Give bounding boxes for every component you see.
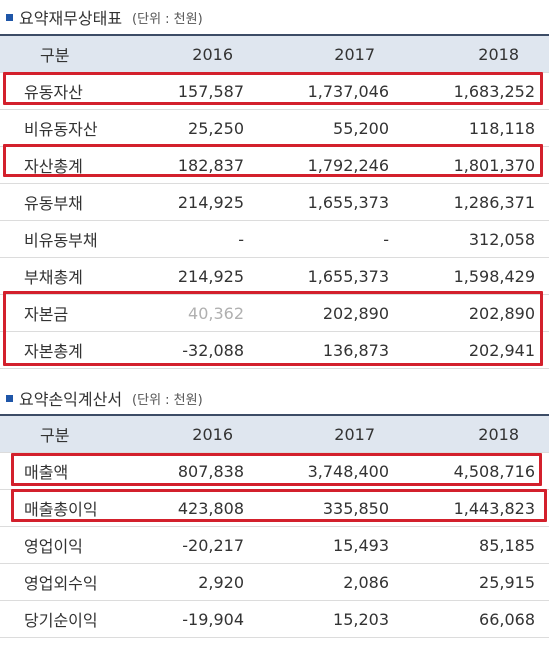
table-row: 비유동자산 25,250 55,200 118,118	[0, 110, 549, 147]
table-row: 자산총계 182,837 1,792,246 1,801,370	[0, 147, 549, 184]
value-cell: 335,850	[322, 498, 389, 518]
table-header-row: 구분 2016 2017 2018	[0, 36, 549, 73]
header-cell: 2016	[192, 424, 233, 444]
value-cell: 2,920	[198, 572, 244, 592]
value-cell: 136,873	[322, 340, 389, 360]
value-cell: 40,362	[188, 303, 244, 323]
value-cell: 1,443,823	[453, 498, 535, 518]
value-cell: 25,250	[188, 118, 244, 138]
value-cell: 1,792,246	[307, 155, 389, 175]
value-cell: 118,118	[468, 118, 535, 138]
header-cell: 2018	[478, 424, 519, 444]
balance-title: 요약재무상태표	[19, 9, 123, 28]
header-cell: 구분	[40, 46, 70, 65]
value-cell: 15,493	[333, 535, 389, 555]
table-row: 자본총계 -32,088 136,873 202,941	[0, 332, 549, 369]
value-cell: 1,801,370	[453, 155, 535, 175]
value-cell: 214,925	[177, 266, 244, 286]
income-unit: (단위 : 천원)	[132, 392, 203, 408]
value-cell: 1,286,371	[453, 192, 535, 212]
value-cell: 4,508,716	[453, 461, 535, 481]
row-label: 영업외수익	[24, 574, 98, 593]
table-row: 당기순이익 -19,904 15,203 66,068	[0, 601, 549, 638]
value-cell: 15,203	[333, 609, 389, 629]
value-cell: 25,915	[479, 572, 535, 592]
balance-table: 구분 2016 2017 2018 유동자산 157,587 1,737,046…	[0, 34, 549, 369]
row-label: 자본총계	[24, 342, 83, 361]
value-cell: -	[238, 229, 244, 249]
header-cell: 2017	[334, 44, 375, 64]
value-cell: 202,941	[468, 340, 535, 360]
row-label: 매출액	[24, 463, 69, 482]
value-cell: 85,185	[479, 535, 535, 555]
value-cell: -	[383, 229, 389, 249]
table-row: 영업외수익 2,920 2,086 25,915	[0, 564, 549, 601]
income-table: 구분 2016 2017 2018 매출액 807,838 3,748,400 …	[0, 414, 549, 638]
header-cell: 구분	[40, 426, 70, 445]
value-cell: 1,655,373	[307, 266, 389, 286]
balance-section-title: 요약재무상태표 (단위 : 천원)	[6, 5, 203, 29]
value-cell: 202,890	[322, 303, 389, 323]
income-section-title: 요약손익계산서 (단위 : 천원)	[6, 386, 203, 410]
value-cell: 182,837	[177, 155, 244, 175]
value-cell: 202,890	[468, 303, 535, 323]
value-cell: 157,587	[177, 81, 244, 101]
row-label: 자산총계	[24, 157, 83, 176]
value-cell: 1,598,429	[453, 266, 535, 286]
income-title: 요약손익계산서	[19, 390, 123, 409]
header-cell: 2017	[334, 424, 375, 444]
table-row: 비유동부채 - - 312,058	[0, 221, 549, 258]
value-cell: -19,904	[182, 609, 244, 629]
row-label: 비유동부채	[24, 231, 98, 250]
row-label: 유동부채	[24, 194, 83, 213]
value-cell: 1,655,373	[307, 192, 389, 212]
row-label: 부채총계	[24, 268, 83, 287]
table-header-row: 구분 2016 2017 2018	[0, 416, 549, 453]
table-row: 부채총계 214,925 1,655,373 1,598,429	[0, 258, 549, 295]
value-cell: 1,737,046	[307, 81, 389, 101]
value-cell: 312,058	[468, 229, 535, 249]
value-cell: 2,086	[343, 572, 389, 592]
value-cell: -20,217	[182, 535, 244, 555]
table-row: 영업이익 -20,217 15,493 85,185	[0, 527, 549, 564]
row-label: 자본금	[24, 305, 69, 324]
value-cell: 1,683,252	[453, 81, 535, 101]
header-cell: 2018	[478, 44, 519, 64]
square-bullet-icon	[6, 13, 13, 21]
table-row: 매출총이익 423,808 335,850 1,443,823	[0, 490, 549, 527]
table-row: 유동자산 157,587 1,737,046 1,683,252	[0, 73, 549, 110]
balance-unit: (단위 : 천원)	[132, 11, 203, 27]
value-cell: 3,748,400	[307, 461, 389, 481]
row-label: 영업이익	[24, 537, 83, 556]
row-label: 당기순이익	[24, 611, 98, 630]
row-label: 유동자산	[24, 83, 83, 102]
value-cell: 66,068	[479, 609, 535, 629]
row-label: 비유동자산	[24, 120, 98, 139]
value-cell: 423,808	[177, 498, 244, 518]
value-cell: 214,925	[177, 192, 244, 212]
row-label: 매출총이익	[24, 500, 98, 519]
header-cell: 2016	[192, 44, 233, 64]
table-row: 자본금 40,362 202,890 202,890	[0, 295, 549, 332]
square-bullet-icon	[6, 394, 13, 402]
value-cell: -32,088	[182, 340, 244, 360]
value-cell: 55,200	[333, 118, 389, 138]
table-row: 매출액 807,838 3,748,400 4,508,716	[0, 453, 549, 490]
value-cell: 807,838	[177, 461, 244, 481]
table-row: 유동부채 214,925 1,655,373 1,286,371	[0, 184, 549, 221]
